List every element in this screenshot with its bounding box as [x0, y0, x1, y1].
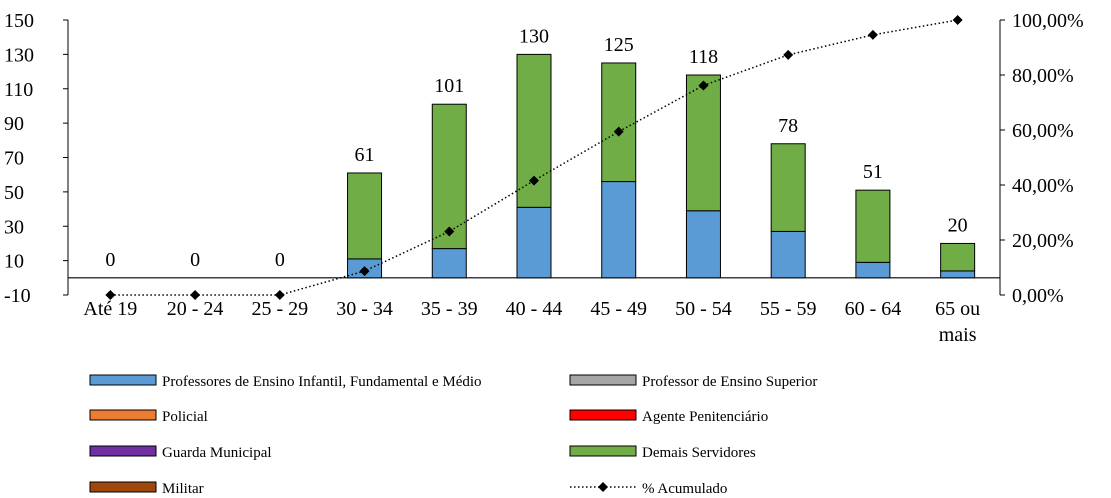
- y-left-tick-label: 110: [4, 79, 33, 101]
- bar-segment: [431, 248, 467, 279]
- bar-segment: [770, 143, 806, 232]
- y-left-tick-label: -10: [4, 285, 31, 307]
- y-left-tick-label: 70: [4, 148, 24, 170]
- cumulative-point: [529, 175, 539, 186]
- chart-axes: -10 10 30 50 70 90 110 130 150 0,00% 20,00% 40,00% 6…: [4, 10, 1084, 346]
- legend-swatch: [89, 481, 157, 493]
- bar-total-label: 0: [275, 249, 285, 271]
- y-left-tick-label: 150: [4, 10, 34, 32]
- y-right-tick-label: 100,00%: [1012, 10, 1084, 32]
- legend-label: Demais Servidores: [642, 445, 756, 461]
- y-left-tick-label: 50: [4, 182, 24, 204]
- legend-swatch: [89, 374, 157, 386]
- legend-marker: [598, 482, 608, 492]
- cumulative-point: [698, 80, 709, 91]
- bar-segment: [601, 62, 637, 183]
- cumulative-point: [105, 290, 116, 300]
- x-tick-label: 40 - 44: [506, 298, 563, 320]
- bar-segment: [855, 261, 891, 279]
- x-tick-label: 25 - 29: [251, 298, 308, 320]
- bar-segment: [516, 206, 552, 279]
- bar-total-label: 0: [190, 249, 200, 271]
- cumulative-point: [359, 266, 370, 277]
- bar-segment: [770, 230, 806, 279]
- bar-segment: [347, 172, 383, 260]
- x-tick-label: 50 - 54: [675, 298, 732, 320]
- y-right-tick-label: 0,00%: [1012, 285, 1064, 307]
- x-tick-label: 20 - 24: [167, 298, 224, 320]
- y-left-tick-label: 30: [4, 216, 24, 238]
- legend-swatch: [89, 409, 157, 421]
- bar-total-label: 118: [689, 46, 718, 68]
- cumulative-line: [110, 19, 958, 296]
- x-tick-label: 60 - 64: [845, 298, 902, 320]
- y-left-tick-label: 90: [4, 113, 24, 135]
- bar-total-label: 51: [863, 161, 883, 183]
- x-tick-label: 45 - 49: [590, 298, 647, 320]
- y-right-tick-label: 80,00%: [1012, 65, 1074, 87]
- cumulative-point: [783, 49, 794, 60]
- bar-total-label: 0: [105, 249, 115, 271]
- x-tick-label: Até 19: [83, 298, 137, 320]
- cumulative-point: [190, 290, 201, 300]
- legend-label: % Acumulado: [642, 481, 727, 497]
- y-right-tick-label: 20,00%: [1012, 230, 1074, 252]
- legend-swatch: [569, 409, 637, 421]
- bar-segment: [685, 210, 721, 279]
- y-right-tick-label: 60,00%: [1012, 120, 1074, 142]
- legend-label: Militar: [162, 481, 204, 497]
- cumulative-point: [613, 126, 624, 137]
- legend-label: Policial: [162, 409, 208, 425]
- cumulative-line-series: [105, 15, 963, 300]
- cumulative-point: [444, 226, 455, 237]
- bar-segment: [855, 189, 891, 263]
- legend-label: Guarda Municipal: [162, 445, 272, 461]
- y-right-tick-label: 40,00%: [1012, 175, 1074, 197]
- legend-label: Agente Penitenciário: [642, 409, 768, 425]
- legend-label: Professores de Ensino Infantil, Fundamen…: [162, 374, 482, 390]
- x-tick-label: mais: [939, 324, 977, 346]
- legend-swatch: [89, 445, 157, 457]
- bar-segment: [940, 242, 976, 272]
- bar-segment: [940, 270, 976, 279]
- x-tick-label: 65 ou: [935, 298, 980, 320]
- bar-total-label: 125: [604, 34, 634, 56]
- cumulative-point: [867, 29, 878, 40]
- x-tick-label: 35 - 39: [421, 298, 478, 320]
- x-tick-label: 30 - 34: [336, 298, 393, 320]
- x-tick-label: 55 - 59: [760, 298, 817, 320]
- legend-swatch: [569, 374, 637, 386]
- bar-total-labels: 0 0 0 61 101 130 125 118 78 51 20: [105, 25, 967, 270]
- bar-total-label: 130: [519, 25, 549, 47]
- bar-segment: [685, 74, 721, 212]
- bar-series: [347, 53, 976, 279]
- chart-legend: Professores de Ensino Infantil, Fundamen…: [89, 374, 817, 497]
- bar-total-label: 78: [778, 115, 798, 137]
- legend-swatch: [569, 445, 637, 457]
- y-left-tick-label: 130: [4, 44, 34, 66]
- bar-segment: [601, 181, 637, 279]
- bar-total-label: 101: [434, 75, 464, 97]
- legend-label: Professor de Ensino Superior: [642, 374, 817, 390]
- cumulative-point: [274, 290, 285, 300]
- bar-total-label: 61: [355, 144, 375, 166]
- cumulative-point: [952, 15, 963, 25]
- bar-total-label: 20: [948, 214, 968, 236]
- y-left-tick-label: 10: [4, 251, 24, 273]
